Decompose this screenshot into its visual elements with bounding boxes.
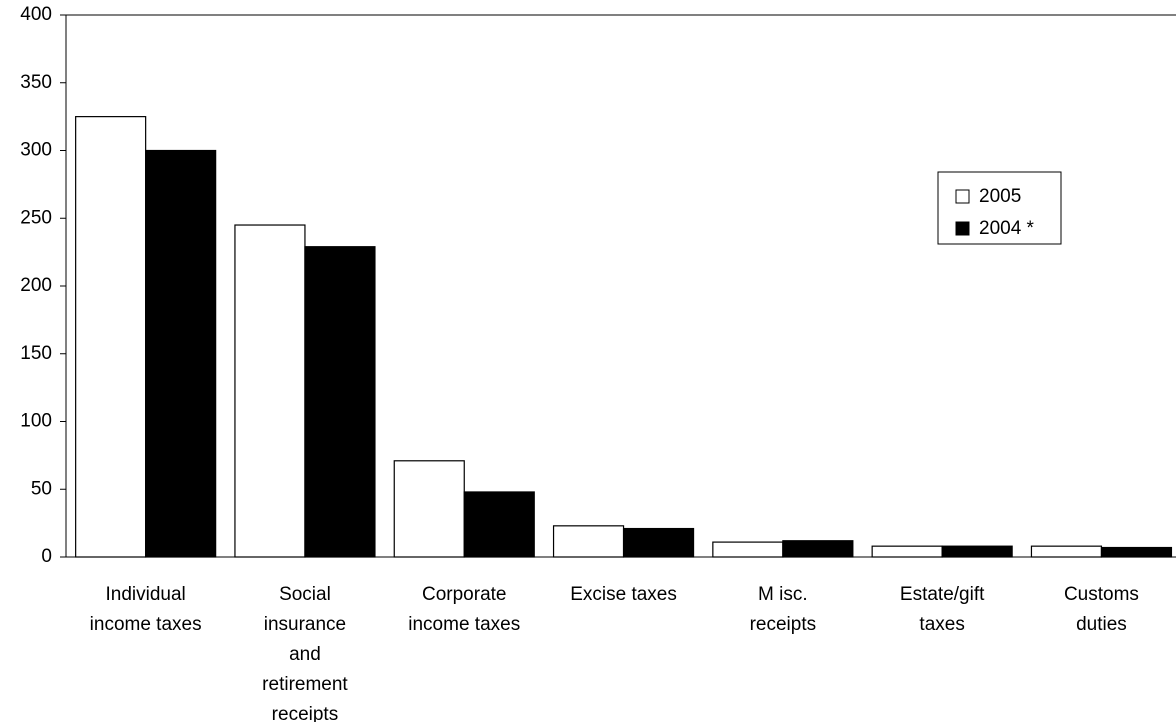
bar xyxy=(941,545,1013,558)
y-tick-label: 400 xyxy=(20,4,52,25)
bar xyxy=(145,149,217,558)
legend-swatch xyxy=(955,189,970,204)
x-tick-label: Customs duties xyxy=(1063,584,1139,635)
bar xyxy=(871,545,943,558)
bar xyxy=(393,460,465,558)
x-tick-label: Estate/gift taxes xyxy=(899,584,985,635)
y-tick-label: 250 xyxy=(20,207,52,228)
y-tick-label: 150 xyxy=(20,343,52,364)
y-tick-label: 350 xyxy=(20,72,52,93)
bar xyxy=(1030,545,1103,558)
x-tick-label: M isc. receipts xyxy=(749,584,817,635)
y-tick-label: 50 xyxy=(31,478,52,499)
bar xyxy=(75,116,147,558)
x-tick-label: Corporate income taxes xyxy=(408,584,521,635)
legend-swatch xyxy=(955,221,970,236)
bar xyxy=(782,540,854,558)
y-tick-label: 200 xyxy=(20,275,52,296)
bar xyxy=(463,491,535,558)
bar xyxy=(304,246,376,558)
legend-label: 2005 xyxy=(979,186,1021,207)
x-tick-label: Individual income taxes xyxy=(89,584,202,635)
bar xyxy=(712,541,784,558)
y-tick-label: 0 xyxy=(41,546,52,567)
y-tick-label: 300 xyxy=(20,140,52,161)
y-tick-label: 100 xyxy=(20,411,52,432)
bar xyxy=(234,224,306,558)
bar xyxy=(1100,546,1173,558)
bar xyxy=(552,525,625,558)
legend-label: 2004 * xyxy=(979,218,1035,239)
bar xyxy=(622,527,695,558)
x-tick-label: Excise taxes xyxy=(570,584,677,605)
x-tick-label: Social insurance and retirement receipts xyxy=(262,584,348,722)
